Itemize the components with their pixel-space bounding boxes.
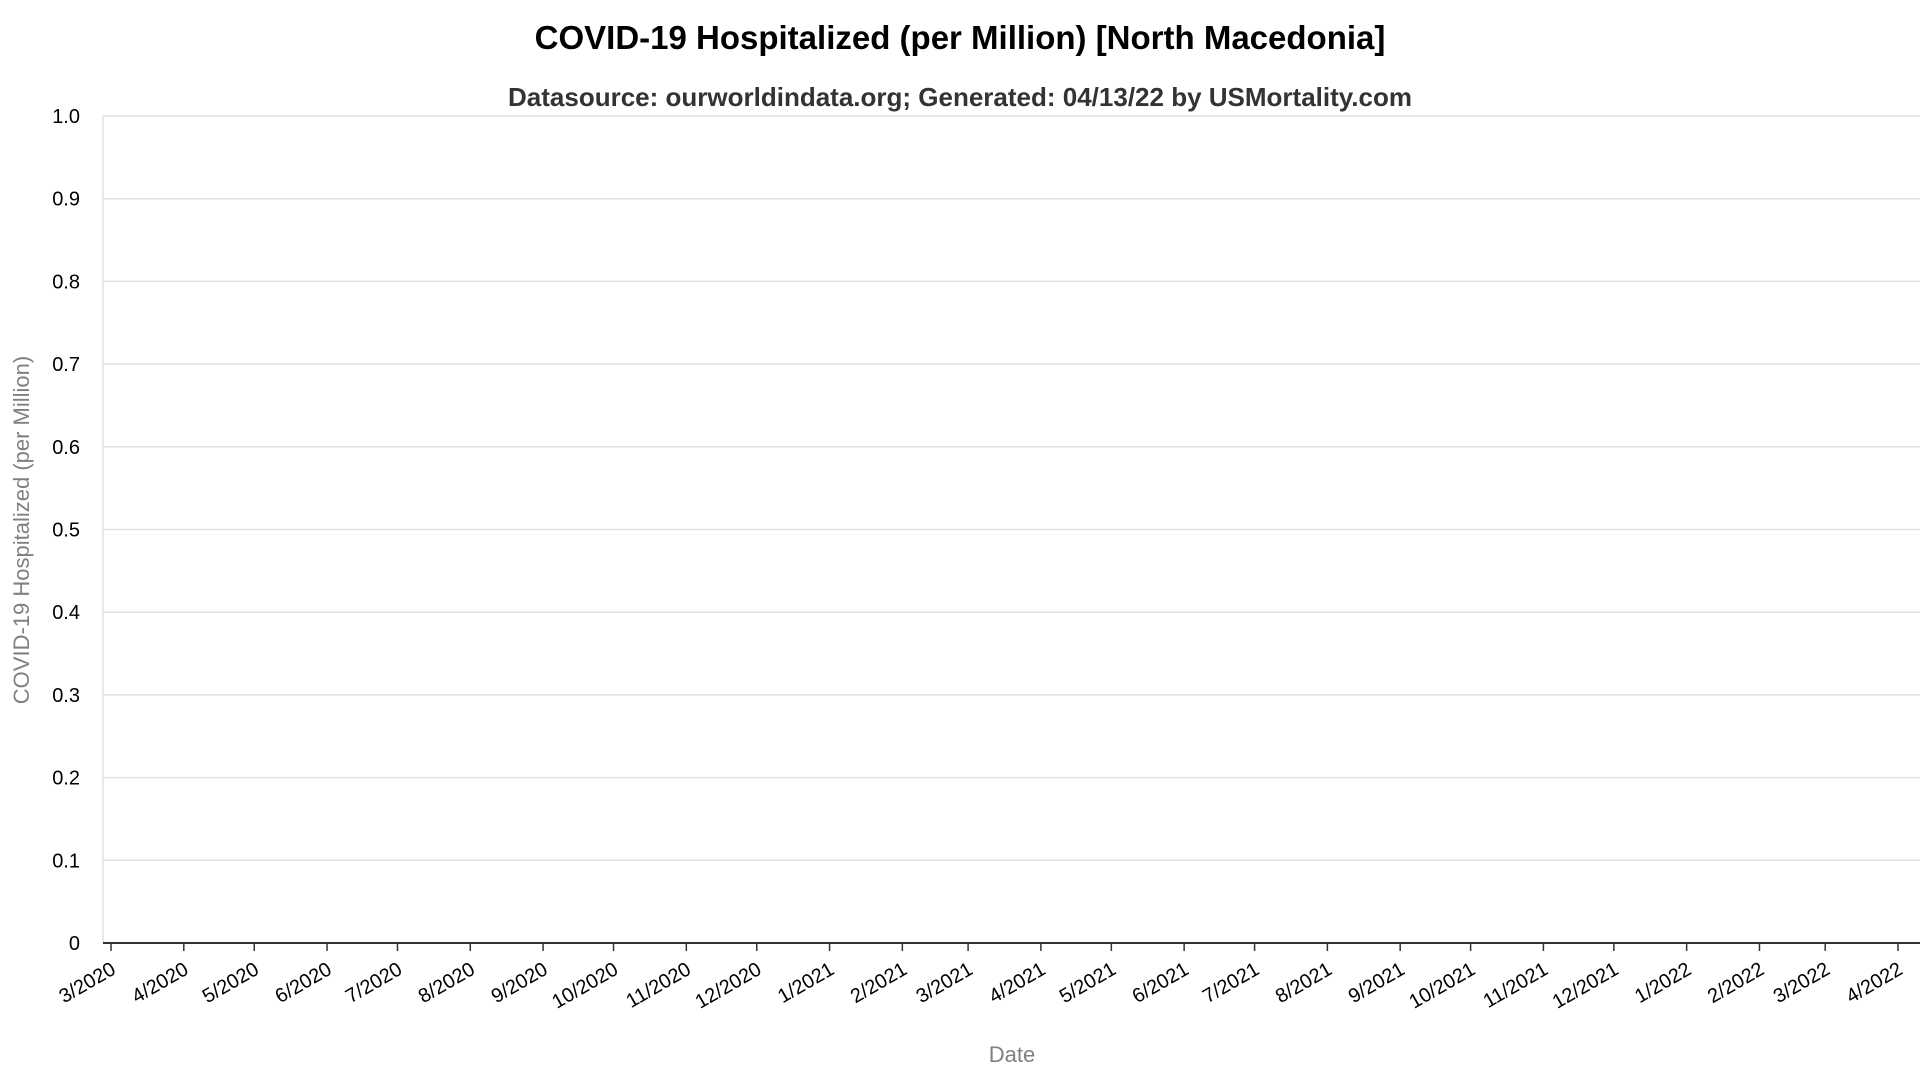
x-tick-label: 6/2020 — [272, 958, 336, 1008]
x-tick-label: 3/2020 — [56, 958, 120, 1008]
x-tick-label: 4/2020 — [128, 958, 192, 1008]
y-tick-label: 0.4 — [52, 602, 80, 624]
x-tick-label: 9/2020 — [488, 958, 552, 1008]
x-tick-label: 2/2021 — [847, 958, 911, 1008]
y-tick-label: 0.6 — [52, 437, 80, 459]
x-tick-label: 9/2021 — [1345, 958, 1409, 1008]
y-tick-label: 0.9 — [52, 189, 80, 211]
x-tick-label: 10/2021 — [1406, 958, 1480, 1013]
x-tick-label: 6/2021 — [1129, 958, 1193, 1008]
y-tick-label: 0.1 — [52, 850, 80, 872]
x-tick-label: 5/2020 — [199, 958, 263, 1008]
x-tick-label: 1/2021 — [774, 958, 838, 1008]
x-tick-label: 11/2021 — [1480, 958, 1552, 1012]
x-tick-label: 12/2020 — [692, 958, 766, 1013]
x-tick-label: 3/2022 — [1770, 958, 1834, 1008]
y-tick-label: 0.2 — [52, 768, 80, 790]
y-tick-label: 0 — [69, 933, 80, 955]
x-axis-title: Date — [989, 1042, 1035, 1067]
y-tick-label: 0.3 — [52, 685, 80, 707]
chart-subtitle: Datasource: ourworldindata.org; Generate… — [508, 82, 1412, 112]
y-tick-label: 0.5 — [52, 520, 80, 542]
x-tick-label: 11/2020 — [622, 958, 694, 1012]
x-tick-label: 8/2020 — [415, 958, 479, 1008]
y-axis-title: COVID-19 Hospitalized (per Million) — [9, 356, 34, 704]
x-tick-label: 8/2021 — [1272, 958, 1336, 1008]
chart-title: COVID-19 Hospitalized (per Million) [Nor… — [535, 19, 1386, 56]
x-tick-label: 5/2021 — [1056, 958, 1120, 1008]
y-tick-label: 0.7 — [52, 354, 80, 376]
x-tick-label: 4/2022 — [1843, 958, 1907, 1008]
y-axis-ticks: 0 0.1 0.2 0.3 0.4 0.5 0.6 0.7 0.8 0.9 1.0 — [52, 106, 80, 955]
x-axis-ticks: 3/2020 4/2020 5/2020 6/2020 7/2020 8/2020 9/20… — [56, 943, 1907, 1013]
x-tick-label: 10/2020 — [548, 958, 622, 1013]
x-tick-label: 4/2021 — [985, 958, 1049, 1008]
x-tick-label: 2/2022 — [1704, 958, 1768, 1008]
x-tick-label: 3/2021 — [913, 958, 977, 1008]
y-tick-label: 0.8 — [52, 271, 80, 293]
y-tick-label: 1.0 — [52, 106, 80, 128]
gridlines — [103, 115, 1920, 862]
x-tick-label: 12/2021 — [1549, 958, 1623, 1013]
x-tick-label: 1/2022 — [1631, 958, 1695, 1008]
x-tick-label: 7/2021 — [1199, 958, 1263, 1008]
x-tick-label: 7/2020 — [342, 958, 406, 1008]
